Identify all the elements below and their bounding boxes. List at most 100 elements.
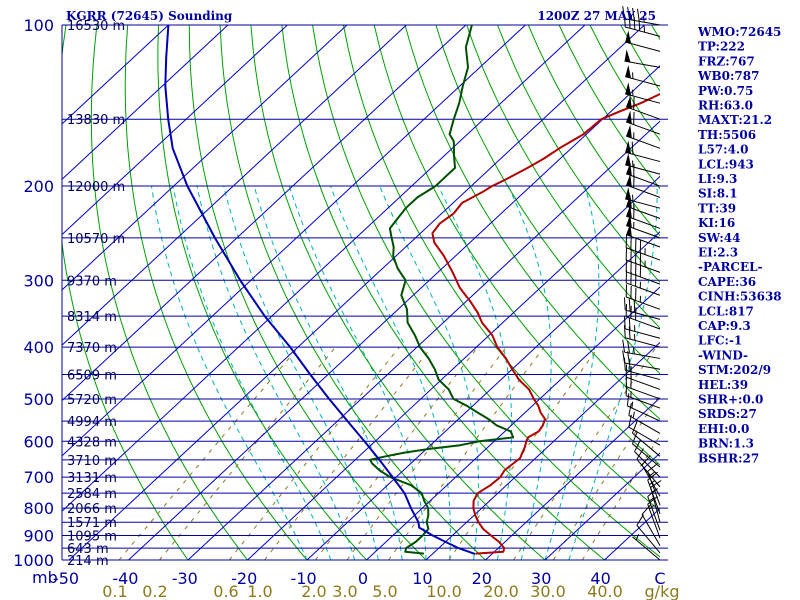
index-entry: -PARCEL- xyxy=(698,260,763,274)
temperature-tick-label: 10 xyxy=(412,569,432,588)
height-label: 1095 m xyxy=(67,530,117,545)
mixing-ratio-tick-label: 0.1 xyxy=(102,582,127,600)
index-entry: LFC:-1 xyxy=(698,334,742,348)
isotherm-line xyxy=(62,25,467,402)
isotherm-line xyxy=(62,25,169,125)
wind-barb xyxy=(626,204,661,229)
temperature-tick-label: C xyxy=(654,569,665,588)
index-entry: STM:202/9 xyxy=(698,363,771,377)
height-label: 12000 m xyxy=(67,180,125,195)
index-entry: EHI:0.0 xyxy=(698,422,749,436)
isotherm-line xyxy=(366,286,660,560)
isotherm-line xyxy=(62,25,288,236)
dewpoint-trace xyxy=(369,25,515,555)
isobars xyxy=(61,24,668,561)
moist-adiabat-line xyxy=(544,185,600,560)
indices-panel: WMO:72645TP:222FRZ:767WB0:787PW:0.75RH:6… xyxy=(697,25,782,465)
pressure-tick-label: 100 xyxy=(23,16,54,35)
moist-adiabat-line xyxy=(151,186,308,560)
temperature-tick-labels: -50 -40 -30 -20 -10 0 10 20 30 40 C xyxy=(53,569,666,588)
wind-barb xyxy=(623,325,661,348)
wind-barb xyxy=(625,30,661,52)
pressure-tick-label: 200 xyxy=(23,177,54,196)
index-entry: CAPE:36 xyxy=(698,275,756,289)
pressure-tick-label: 900 xyxy=(23,527,54,546)
mixing-ratio-tick-label: 40.0 xyxy=(587,582,623,600)
wind-barb xyxy=(632,534,661,561)
index-entry: SI:8.1 xyxy=(698,187,738,201)
parcel-trace xyxy=(164,25,476,556)
pressure-tick-label: 700 xyxy=(23,468,54,487)
index-entry: -WIND- xyxy=(698,348,748,362)
height-label: 214 m xyxy=(67,554,109,569)
wind-barb xyxy=(647,463,661,506)
wind-barb xyxy=(625,65,661,87)
height-label: 10570 m xyxy=(67,232,125,247)
index-entry: BRN:1.3 xyxy=(698,437,754,451)
temperature-tick-label: 30 xyxy=(531,569,551,588)
isotherm-line xyxy=(68,25,645,560)
index-entry: EI:2.3 xyxy=(698,246,738,260)
wind-barb xyxy=(636,514,661,554)
index-entry: TT:39 xyxy=(698,201,736,215)
isotherm-line xyxy=(306,231,660,560)
mixing-ratio-tick-label: 3.0 xyxy=(332,582,357,600)
mixing-ratio-tick-label: 20.0 xyxy=(483,582,519,600)
height-label: 2066 m xyxy=(67,502,117,517)
wind-barb xyxy=(631,421,661,457)
temperature-tick-label: -50 xyxy=(53,569,79,588)
pressure-tick-label: 800 xyxy=(23,499,54,518)
mixing-ratio-tick-label: 0.6 xyxy=(213,582,238,600)
wind-barb xyxy=(622,339,661,359)
wind-barb xyxy=(623,316,661,339)
index-entry: PW:0.75 xyxy=(698,84,753,98)
mixing-ratio-tick-label: 2.0 xyxy=(301,582,326,600)
index-entry: BSHR:27 xyxy=(698,451,759,465)
wind-barb xyxy=(626,162,661,187)
height-label: 2584 m xyxy=(67,487,117,502)
wind-barb xyxy=(626,223,661,248)
wind-barb xyxy=(626,214,661,239)
wind-barbs xyxy=(622,6,662,561)
index-entry: RH:63.0 xyxy=(698,99,753,113)
wind-barb xyxy=(626,393,661,422)
wind-barb xyxy=(624,49,661,68)
isotherm-line xyxy=(62,25,348,291)
wind-barb xyxy=(647,496,661,539)
temperature-tick-label: 40 xyxy=(590,569,610,588)
wind-barb xyxy=(625,235,661,261)
index-entry: SW:44 xyxy=(698,231,740,245)
index-entry: MAXT:21.2 xyxy=(698,113,772,127)
mixing-ratio-tick-label: g/kg xyxy=(645,582,680,600)
isotherm-line xyxy=(62,25,407,346)
index-entry: LI:9.3 xyxy=(698,172,737,186)
height-label: 1571 m xyxy=(67,516,117,531)
isotherm-line xyxy=(544,452,660,560)
wind-barb xyxy=(625,153,661,175)
index-entry: LCL:943 xyxy=(698,157,754,171)
mixing-ratio-tick-labels: 0.1 0.2 0.6 1.0 2.0 3.0 5.0 10.0 20.0 30.0 40.0 g/k… xyxy=(102,582,679,600)
temperature-tick-label: 20 xyxy=(472,569,492,588)
wind-barb xyxy=(625,259,661,285)
pressure-tick-label: 300 xyxy=(23,271,54,290)
isotherm-line xyxy=(62,25,586,512)
temperature-tick-label: -40 xyxy=(112,569,138,588)
height-label: 16530 m xyxy=(67,19,125,34)
wind-barb xyxy=(623,14,661,37)
wind-barb xyxy=(625,383,661,409)
pressure-tick-label: 500 xyxy=(23,390,54,409)
pressure-tick-label: 600 xyxy=(23,432,54,451)
isotherms xyxy=(62,25,660,560)
temperature-trace xyxy=(431,92,660,555)
wind-barb xyxy=(625,284,661,310)
mixing-ratio-tick-label: 0.2 xyxy=(142,582,167,600)
height-label: 7370 m xyxy=(67,341,117,356)
isotherm-line xyxy=(187,120,660,560)
temperature-tick-label: -20 xyxy=(231,569,257,588)
index-entry: CAP:9.3 xyxy=(698,319,751,333)
pressure-tick-labels: 100 200 300 400 500 600 700 800 900 1000 xyxy=(13,16,54,570)
wind-barb xyxy=(625,247,661,273)
height-labels: 16530 m 13830 m 12000 m 10570 m 9370 m 8314 m… xyxy=(67,19,125,569)
